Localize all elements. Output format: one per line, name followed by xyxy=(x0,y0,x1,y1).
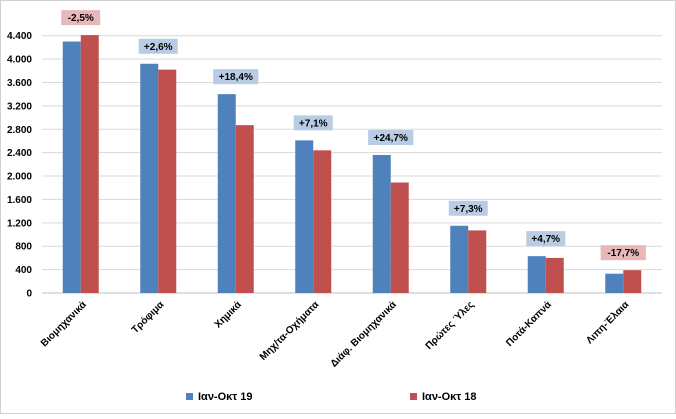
annotation-label: +24,7% xyxy=(374,133,408,144)
annotation-label: +4,7% xyxy=(531,234,560,245)
bars xyxy=(62,35,642,294)
legend-label: Ιαν-Οκτ 19 xyxy=(198,391,253,403)
annotation-box xyxy=(526,231,566,247)
bar-series-2 xyxy=(390,182,409,293)
annotation-label: -17,7% xyxy=(607,248,639,259)
legend-swatch xyxy=(410,393,417,400)
annotations: -2,5% +2,6% +18,4% +7,1% +24,7% +7,3% +4,7% -17… xyxy=(61,10,646,261)
bar-series-1 xyxy=(295,140,314,293)
y-tick-label: 4.400 xyxy=(7,31,32,42)
y-tick-label: 2.000 xyxy=(7,172,32,183)
annotation-label: +18,4% xyxy=(219,72,253,83)
y-tick-label: 3.200 xyxy=(7,101,32,112)
y-tick-label: 2.400 xyxy=(7,148,32,159)
annotation-box xyxy=(293,115,333,131)
bar-series-2 xyxy=(468,230,487,293)
bar-series-1 xyxy=(217,94,236,293)
y-tick-label: 1.600 xyxy=(7,195,32,206)
bar-series-1 xyxy=(450,225,469,293)
annotation-box xyxy=(61,10,101,26)
legend: Ιαν-Οκτ 19 Ιαν-Οκτ 18 xyxy=(186,391,477,403)
annotation-box xyxy=(600,245,646,261)
bar-series-1 xyxy=(372,154,391,293)
bar-series-2 xyxy=(158,69,177,294)
y-tick-label: 400 xyxy=(15,265,32,276)
bar-series-2 xyxy=(80,35,99,293)
bar-series-2 xyxy=(313,150,332,293)
bar-series-1 xyxy=(62,41,81,293)
annotation-box xyxy=(448,200,488,216)
y-tick-label: 0 xyxy=(26,289,32,300)
annotation-label: +7,3% xyxy=(454,204,483,215)
annotation-box xyxy=(138,38,178,54)
y-tick-label: 4.000 xyxy=(7,55,32,66)
legend-swatch xyxy=(186,393,193,400)
legend-label: Ιαν-Οκτ 18 xyxy=(422,391,477,403)
annotation-box xyxy=(213,69,259,85)
bar-series-2 xyxy=(623,270,642,293)
y-tick-label: 1.200 xyxy=(7,218,32,229)
y-tick-label: 2.800 xyxy=(7,125,32,136)
bar-series-1 xyxy=(527,256,546,293)
annotation-label: -2,5% xyxy=(68,13,94,24)
annotation-box xyxy=(368,129,414,145)
annotation-label: +7,1% xyxy=(299,118,328,129)
bar-series-2 xyxy=(235,125,254,293)
y-tick-label: 800 xyxy=(15,242,32,253)
bar-series-1 xyxy=(605,273,624,293)
y-tick-label: 3.600 xyxy=(7,78,32,89)
bar-series-2 xyxy=(545,257,564,293)
annotation-label: +2,6% xyxy=(144,42,173,53)
bar-series-1 xyxy=(140,63,159,294)
